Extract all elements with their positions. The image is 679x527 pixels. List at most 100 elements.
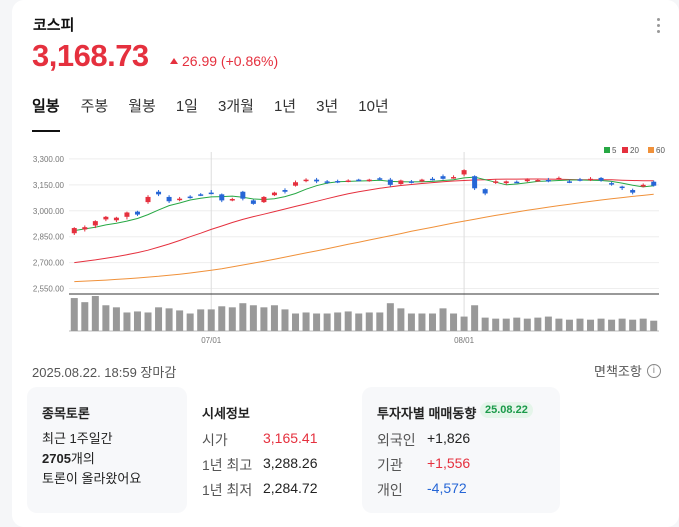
candle-body	[113, 217, 119, 221]
x-tick-label: 07/01	[201, 336, 222, 345]
chart-area[interactable]: 3,300.00 3,150.00 3,000.00 2,850.00 2,700.00…	[12, 140, 679, 355]
candle-body	[619, 186, 625, 189]
candle-body	[440, 176, 446, 179]
volume-bar	[344, 311, 352, 331]
index-card: 코스피 3,168.73 26.99 (+0.86%) 일봉 주봉 월봉 1일 …	[12, 0, 679, 527]
volume-bar	[323, 313, 331, 331]
volume-bar	[334, 312, 342, 331]
investor-row-foreign: 외국인 +1,826	[377, 430, 470, 450]
candle-body	[472, 176, 478, 189]
tab-1day[interactable]: 1일	[175, 98, 198, 115]
candle-body	[419, 179, 425, 182]
legend-label: 5	[612, 146, 617, 155]
volume-bar	[239, 303, 247, 331]
tab-daily[interactable]: 일봉	[32, 95, 60, 132]
candle-body	[261, 196, 267, 203]
volume-bar	[197, 309, 205, 331]
candle-body	[271, 192, 277, 196]
market-row-low: 1년 최저 2,284.72	[202, 480, 318, 500]
volume-bar	[534, 317, 542, 331]
volume-bar	[407, 313, 415, 331]
ma20-line	[74, 178, 654, 264]
volume-bar	[144, 312, 152, 331]
volume-bar	[629, 319, 637, 331]
volume-bar	[91, 296, 99, 331]
tab-3years[interactable]: 3년	[316, 98, 339, 115]
disclaimer-link[interactable]: 면책조항 i	[594, 361, 661, 380]
legend-label: 60	[656, 146, 665, 155]
discussion-card[interactable]: 종목토론 최근 1주일간 2705개의 토론이 올라왔어요	[27, 387, 187, 513]
candle-body	[514, 181, 520, 184]
y-tick-label: 2,850.00	[33, 233, 65, 242]
x-tick-label: 08/01	[454, 336, 475, 345]
candle-body	[451, 177, 457, 179]
tab-1year[interactable]: 1년	[273, 98, 297, 115]
volume-bar	[207, 309, 215, 331]
market-info-title: 시세정보	[202, 406, 250, 421]
volume-bar	[355, 313, 363, 331]
candle-body	[630, 190, 636, 193]
more-options-icon[interactable]	[652, 14, 664, 36]
tab-3months[interactable]: 3개월	[217, 98, 254, 115]
volume-bar	[639, 318, 647, 331]
volume-bar	[523, 318, 531, 331]
candle-body	[366, 179, 372, 182]
volume-bar	[502, 318, 510, 331]
index-title: 코스피	[33, 17, 75, 34]
candle-body	[282, 190, 288, 192]
volume-bar	[618, 318, 626, 331]
investor-label: 개인	[377, 482, 403, 498]
candle-body	[566, 181, 572, 183]
legend-swatch	[622, 147, 628, 153]
disclaimer-label: 면책조항	[594, 364, 642, 379]
volume-bar	[376, 312, 384, 331]
candle-body	[556, 177, 562, 180]
candle-body	[408, 181, 414, 183]
candle-body	[398, 180, 404, 184]
candle-body	[598, 177, 604, 181]
volume-bar	[292, 313, 300, 331]
candle-body	[208, 192, 214, 195]
candle-body	[356, 179, 362, 182]
volume-bar	[471, 305, 479, 331]
volume-bar	[439, 308, 447, 331]
volume-bar	[428, 313, 436, 331]
candle-body	[293, 182, 299, 186]
y-tick-label: 2,700.00	[33, 259, 65, 268]
volume-bar	[112, 307, 120, 331]
candle-body	[429, 178, 435, 181]
volume-bar	[260, 307, 268, 331]
volume-bar	[218, 306, 226, 331]
info-icon: i	[646, 363, 661, 378]
tab-weekly[interactable]: 주봉	[80, 98, 109, 115]
market-value: 2,284.72	[263, 480, 318, 496]
candle-body	[535, 180, 541, 182]
candle-body	[588, 178, 594, 181]
volume-bar	[102, 305, 110, 331]
candle-body	[187, 196, 193, 199]
market-row-high: 1년 최고 3,288.26	[202, 455, 318, 475]
discussion-line2: 2705개의	[42, 449, 141, 469]
volume-bar	[513, 317, 521, 331]
investor-value: -4,572	[427, 480, 467, 496]
market-value: 3,288.26	[263, 455, 318, 471]
market-value: 3,165.41	[263, 430, 318, 446]
candle-body	[503, 181, 509, 184]
tab-monthly[interactable]: 월봉	[128, 98, 156, 115]
date-badge: 25.08.22	[480, 402, 533, 418]
candle-body	[134, 211, 140, 215]
candle-body	[609, 183, 615, 185]
candle-body	[124, 212, 130, 217]
volume-bar	[313, 313, 321, 331]
discussion-count-suffix: 개의	[70, 451, 95, 466]
candle-body	[577, 179, 583, 181]
investor-trend-card[interactable]: 투자자별 매매동향 25.08.22 외국인 +1,826 기관 +1,556 …	[362, 387, 560, 513]
volume-bar	[228, 307, 236, 331]
candle-body	[345, 180, 351, 183]
tab-10years[interactable]: 10년	[358, 98, 389, 115]
market-info-card[interactable]: 시세정보 시가 3,165.41 1년 최고 3,288.26 1년 최저 2,…	[187, 387, 362, 513]
volume-bar	[165, 308, 173, 331]
y-tick-label: 3,300.00	[33, 155, 65, 164]
period-tabs: 일봉 주봉 월봉 1일 3개월 1년 3년 10년	[32, 95, 389, 132]
volume-bar	[544, 316, 552, 331]
